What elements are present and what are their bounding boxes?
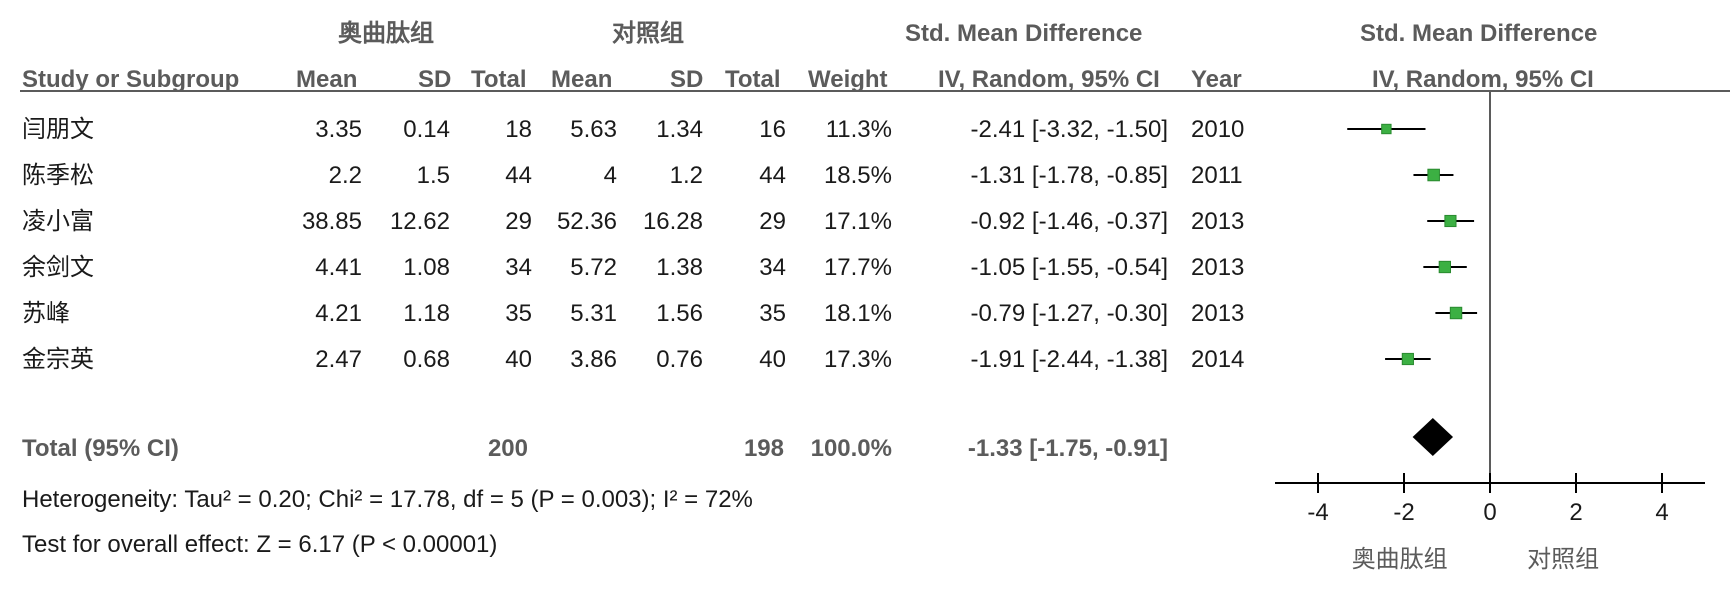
row-total-e: 29 — [505, 208, 532, 235]
col-header-weight: Weight — [808, 66, 888, 93]
row-sd-c: 1.2 — [669, 162, 703, 189]
study-point — [1444, 214, 1457, 228]
row-mean-c: 3.86 — [570, 346, 617, 373]
row-sd-e: 1.08 — [403, 254, 450, 281]
study-point — [1449, 306, 1463, 320]
x-tick-label: 4 — [1655, 499, 1668, 526]
row-total-c: 40 — [759, 346, 786, 373]
row-study-name: 苏峰 — [22, 300, 70, 327]
total-e: 200 — [487, 435, 528, 462]
row-ci: -1.31 [-1.78, -0.85] — [970, 162, 1168, 189]
row-weight: 18.1% — [823, 300, 892, 327]
row-sd-e: 1.18 — [403, 300, 450, 327]
row-ci: -1.91 [-2.44, -1.38] — [970, 346, 1168, 373]
row-total-c: 35 — [759, 300, 786, 327]
row-weight: 17.1% — [823, 208, 892, 235]
row-ci: -1.05 [-1.55, -0.54] — [970, 254, 1168, 281]
forest-plot: -4 -2 0 2 4 奥曲肽组 对照组 — [1275, 90, 1705, 573]
row-mean-e: 4.21 — [315, 300, 362, 327]
favours-left-label: 奥曲肽组 — [1352, 545, 1448, 573]
row-total-c: 44 — [759, 162, 786, 189]
row-study-name: 陈季松 — [22, 162, 94, 189]
col-header-mean-e: Mean — [296, 66, 358, 93]
col-header-ci: IV, Random, 95% CI — [938, 66, 1160, 93]
row-mean-e: 2.2 — [328, 162, 362, 189]
study-point — [1438, 260, 1452, 274]
row-total-e: 18 — [505, 116, 532, 143]
row-total-e: 44 — [505, 162, 532, 189]
plot-subtitle: IV, Random, 95% CI — [1372, 66, 1594, 93]
row-sd-e: 0.68 — [403, 346, 450, 373]
study-point — [1401, 352, 1414, 366]
row-year: 2013 — [1191, 300, 1245, 327]
row-sd-c: 0.76 — [656, 346, 703, 373]
total-ci: -1.33 [-1.75, -0.91] — [967, 435, 1168, 462]
col-header-sd-c: SD — [670, 66, 704, 93]
col-header-total-e: Total — [471, 66, 527, 93]
pooled-diamond — [1412, 418, 1454, 456]
row-sd-e: 1.5 — [416, 162, 450, 189]
x-tick-label: 0 — [1483, 499, 1496, 526]
row-total-e: 35 — [505, 300, 532, 327]
row-mean-c: 5.31 — [570, 300, 617, 327]
row-weight: 17.3% — [823, 346, 892, 373]
study-point — [1381, 123, 1392, 135]
row-ci: -2.41 [-3.32, -1.50] — [970, 116, 1168, 143]
col-header-sd-e: SD — [418, 66, 452, 93]
row-year: 2014 — [1191, 346, 1245, 373]
group-header-control: 对照组 — [612, 20, 684, 47]
heterogeneity-note: Heterogeneity: Tau² = 0.20; Chi² = 17.78… — [22, 486, 753, 513]
header-rule — [20, 90, 1730, 92]
row-sd-e: 12.62 — [389, 208, 450, 235]
x-tick-label: -2 — [1393, 499, 1414, 526]
col-header-mean-c: Mean — [551, 66, 613, 93]
col-header-year: Year — [1191, 66, 1242, 93]
favours-right-label: 对照组 — [1527, 545, 1599, 573]
overall-effect-note: Test for overall effect: Z = 6.17 (P < 0… — [22, 531, 498, 558]
row-total-c: 29 — [759, 208, 786, 235]
x-tick-label: 2 — [1569, 499, 1582, 526]
row-sd-c: 1.38 — [656, 254, 703, 281]
x-tick-label: -4 — [1307, 499, 1328, 526]
row-total-c: 16 — [759, 116, 786, 143]
row-study-name: 金宗英 — [22, 346, 94, 373]
row-weight: 17.7% — [823, 254, 892, 281]
row-mean-c: 4 — [603, 162, 617, 189]
row-year: 2011 — [1191, 162, 1243, 189]
row-sd-c: 1.56 — [656, 300, 703, 327]
row-weight: 11.3% — [825, 116, 892, 143]
row-weight: 18.5% — [823, 162, 892, 189]
row-total-c: 34 — [759, 254, 786, 281]
study-point — [1427, 168, 1440, 182]
smd-title: Std. Mean Difference — [905, 20, 1143, 47]
row-mean-c: 5.63 — [570, 116, 617, 143]
plot-title: Std. Mean Difference — [1360, 20, 1598, 47]
row-year: 2010 — [1191, 116, 1245, 143]
row-total-e: 40 — [505, 346, 532, 373]
row-mean-c: 52.36 — [556, 208, 617, 235]
row-mean-e: 38.85 — [301, 208, 362, 235]
row-total-e: 34 — [505, 254, 532, 281]
row-mean-e: 3.35 — [315, 116, 362, 143]
total-weight: 100.0% — [810, 435, 892, 462]
total-c: 198 — [743, 435, 784, 462]
col-header-total-c: Total — [725, 66, 781, 93]
group-header-experimental: 奥曲肽组 — [338, 20, 434, 47]
row-sd-c: 16.28 — [642, 208, 703, 235]
total-label: Total (95% CI) — [22, 435, 179, 462]
row-year: 2013 — [1191, 208, 1245, 235]
row-study-name: 凌小富 — [22, 208, 94, 235]
row-study-name: 闫朋文 — [22, 116, 94, 143]
row-ci: -0.79 [-1.27, -0.30] — [970, 300, 1168, 327]
row-study-name: 余剑文 — [22, 254, 94, 281]
row-mean-c: 5.72 — [570, 254, 617, 281]
row-mean-e: 4.41 — [315, 254, 362, 281]
row-sd-e: 0.14 — [403, 116, 450, 143]
row-mean-e: 2.47 — [315, 346, 362, 373]
col-header-study: Study or Subgroup — [22, 66, 240, 93]
row-ci: -0.92 [-1.46, -0.37] — [970, 208, 1168, 235]
row-sd-c: 1.34 — [656, 116, 703, 143]
row-year: 2013 — [1191, 254, 1245, 281]
